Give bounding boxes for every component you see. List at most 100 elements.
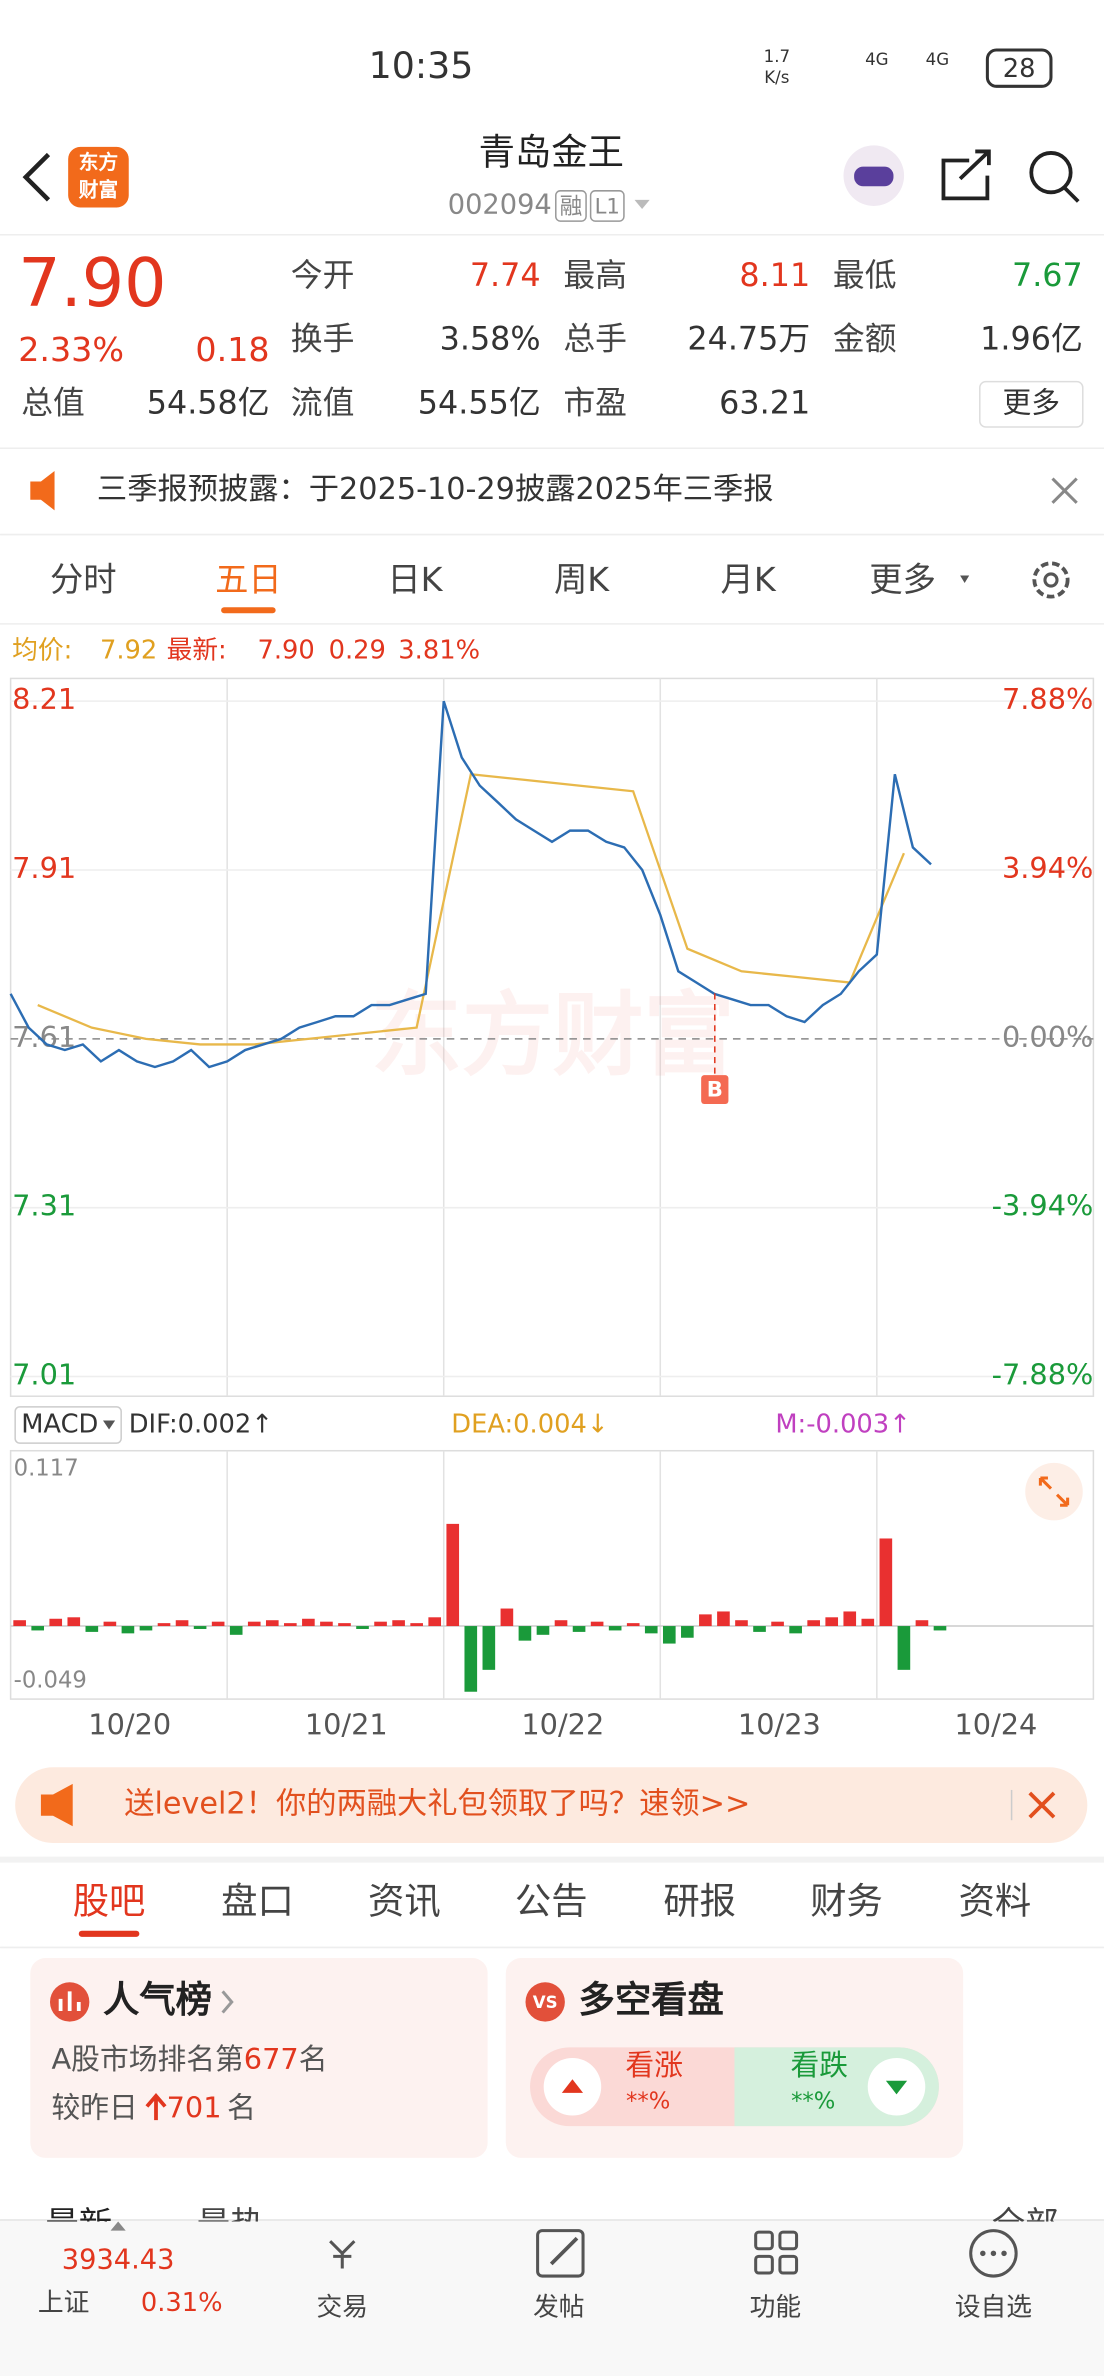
battery-level: 28 — [1003, 54, 1036, 84]
search-button[interactable] — [1029, 151, 1073, 195]
chart-tab[interactable]: 月K — [721, 560, 777, 599]
tag — [555, 190, 587, 222]
content-tab[interactable]: 财务 — [810, 1880, 883, 1923]
nav-item[interactable]: 设自选 — [955, 2292, 1032, 2322]
last-value: 7.90 — [257, 636, 314, 666]
macd-bar — [735, 1620, 748, 1627]
content-tab[interactable]: 资讯 — [368, 1880, 441, 1923]
macd-bar — [789, 1626, 802, 1634]
macd-bar — [229, 1626, 243, 1635]
nav-item[interactable]: 发帖 — [533, 2292, 584, 2322]
quote-label: 市盈 — [563, 384, 627, 421]
nav-icon-dot — [980, 2250, 986, 2257]
macd-bar — [428, 1617, 442, 1627]
macd-selector[interactable] — [14, 1406, 122, 1444]
nav-item[interactable]: 功能 — [750, 2292, 801, 2322]
dif-value: DIF:0.002↑ — [129, 1409, 273, 1439]
content-tab[interactable]: 研报 — [663, 1880, 736, 1923]
banner-text[interactable]: 送level2！你的两融大礼包领取了吗？速领>> — [124, 1787, 750, 1822]
rank-part: 677 — [244, 2042, 299, 2076]
card-title: 人气榜 — [103, 1978, 212, 2021]
chevron — [221, 1990, 234, 2014]
nav-icon — [754, 2230, 774, 2251]
chart-tab[interactable]: 日K — [387, 560, 443, 599]
expand-button[interactable] — [1025, 1462, 1083, 1521]
rank-change: 701 — [167, 2090, 222, 2124]
y-tick-label: 7.91 — [12, 851, 76, 885]
quote-value: 3.58% — [440, 321, 541, 358]
macd-bar — [518, 1626, 532, 1641]
watermark: 东方财富 — [371, 984, 734, 1089]
macd-tick-label: -0.049 — [14, 1667, 87, 1693]
logo[interactable] — [68, 146, 129, 208]
battery — [985, 48, 1053, 88]
close-notice[interactable] — [1051, 477, 1078, 504]
nav-icon — [778, 2230, 799, 2251]
content-tab[interactable]: 股吧 — [73, 1880, 146, 1923]
share-button[interactable] — [941, 149, 991, 201]
change-percent: 2.33% — [18, 330, 124, 369]
chart-tab[interactable]: 周K — [554, 560, 610, 599]
macd-tick-label: 0.117 — [14, 1455, 79, 1481]
network: 4G — [926, 50, 949, 69]
chart-frame — [9, 677, 1095, 1397]
macd-bar — [662, 1626, 676, 1644]
promo-banner[interactable] — [15, 1767, 1088, 1843]
macd-bar — [626, 1623, 640, 1627]
macd-bar — [284, 1623, 297, 1627]
trade-marker-label: B — [707, 1076, 723, 1101]
macd-bar — [211, 1621, 225, 1627]
dropdown-arrow — [102, 1420, 116, 1430]
content-tab[interactable]: 资料 — [959, 1880, 1032, 1923]
x-tick-label: 10/24 — [954, 1707, 1037, 1741]
quote-label: 最低 — [833, 257, 897, 294]
sentiment-icon — [525, 1982, 565, 2022]
nav-item[interactable]: 交易 — [317, 2292, 368, 2322]
tag-text: 融 — [560, 194, 583, 220]
close-banner[interactable] — [1028, 1791, 1056, 1819]
nav-cover — [0, 2221, 1104, 2376]
chart-tab[interactable]: 分时 — [50, 560, 117, 599]
macd-bar — [374, 1621, 387, 1627]
popularity-card[interactable] — [30, 1958, 488, 2158]
nav-icon — [778, 2254, 799, 2275]
quote-value: 54.55亿 — [418, 384, 541, 421]
quote-value: 24.75万 — [687, 321, 810, 358]
nav-icon — [969, 2229, 1018, 2278]
bull-percent: **% — [626, 2088, 670, 2114]
quote-value: 8.11 — [739, 257, 810, 294]
macd-bar — [879, 1538, 893, 1627]
nav-index-arrow — [110, 2221, 126, 2231]
more-button-label[interactable]: 更多 — [1003, 385, 1061, 419]
more-button[interactable] — [979, 380, 1084, 428]
chart-tab[interactable]: 更多 — [869, 560, 936, 599]
stock-name: 青岛金王 — [479, 130, 624, 173]
index-change: 0.31% — [141, 2288, 223, 2318]
bear-percent: **% — [791, 2088, 835, 2114]
y2-tick-label: -7.88% — [992, 1358, 1094, 1392]
content-tab[interactable]: 盘口 — [221, 1880, 294, 1923]
sentiment-icon-text: VS — [533, 1993, 558, 2012]
content-tab[interactable]: 公告 — [515, 1880, 588, 1923]
quote-value: 7.67 — [1012, 257, 1083, 294]
settings-button[interactable] — [1032, 561, 1070, 599]
macd-bar — [933, 1626, 947, 1631]
macd-bar — [392, 1620, 405, 1627]
chart-tab[interactable]: 五日 — [215, 560, 282, 599]
macd-bar — [825, 1617, 839, 1627]
nav-icon — [754, 2254, 774, 2275]
quote-value: 54.58亿 — [147, 384, 270, 421]
macd-bar — [139, 1626, 153, 1631]
macd-bar — [13, 1620, 26, 1627]
back-button[interactable] — [22, 152, 51, 202]
macd-bar — [193, 1626, 207, 1629]
stock-code: 002094 — [448, 189, 552, 220]
macd-bar — [410, 1623, 423, 1627]
index-value[interactable]: 3934.43 — [62, 2244, 175, 2275]
quote-label: 总手 — [563, 321, 627, 358]
macd-bar — [554, 1620, 568, 1627]
change-label: 较昨日 — [52, 2090, 138, 2124]
macd-bar — [320, 1621, 333, 1627]
dea-value: DEA:0.004↓ — [451, 1409, 608, 1439]
